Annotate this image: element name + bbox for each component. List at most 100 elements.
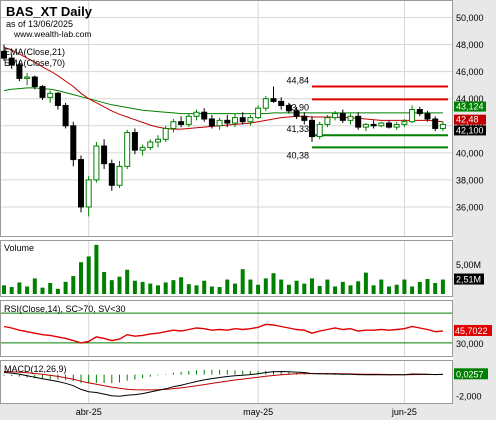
candle-body	[232, 117, 238, 124]
macd-line	[3, 370, 443, 397]
rsi-pane	[0, 300, 453, 357]
volume-bar	[156, 285, 160, 294]
candle-body	[262, 98, 269, 109]
volume-bar	[202, 280, 207, 294]
volume-bar	[363, 272, 368, 294]
candle-body	[255, 107, 262, 119]
candle-body	[393, 123, 400, 128]
volume-bar	[9, 287, 14, 294]
candle-body	[424, 113, 431, 120]
candle-body	[339, 113, 346, 121]
ema21-line	[3, 46, 443, 130]
volume-bar	[40, 287, 45, 294]
volume-bar	[79, 262, 83, 294]
volume-bar	[271, 273, 276, 294]
candle-body	[70, 125, 77, 161]
last-value-tag	[454, 125, 486, 136]
volume-bar	[417, 281, 422, 294]
macd-series	[3, 369, 444, 397]
volume-bar	[17, 282, 22, 294]
candle-body	[193, 111, 200, 117]
price-tick-label: 46,000	[456, 67, 484, 77]
volume-bar	[94, 244, 99, 294]
last-value-tag	[454, 114, 486, 125]
volume-bar	[209, 286, 214, 294]
price-axis: 50,00048,00046,00044,00042,00040,00038,0…	[454, 13, 492, 402]
volume-bar	[48, 283, 53, 294]
candle-body	[147, 141, 154, 148]
candle-body	[416, 109, 423, 115]
candle-body	[347, 115, 354, 121]
candle-body	[309, 119, 315, 138]
candle-body	[355, 115, 362, 128]
candle-body	[101, 145, 108, 165]
volume-bar	[132, 280, 137, 294]
candle-body	[324, 117, 331, 125]
candle-body	[185, 115, 192, 125]
volume-bar	[233, 283, 237, 294]
rsi-series	[1, 312, 452, 344]
candle-body	[293, 110, 300, 117]
level-label: 40,38	[286, 150, 309, 160]
volume-title: Volume	[4, 243, 34, 253]
time-tick-label: may-25	[243, 407, 273, 417]
volume-bar	[294, 280, 299, 294]
candle-body	[62, 104, 69, 127]
macd-pane	[0, 360, 453, 404]
last-value-label: 42,48	[456, 115, 479, 125]
ema70-line	[3, 87, 443, 115]
volume-bar	[194, 285, 199, 294]
candle-body	[16, 64, 23, 79]
volume-tick-label: 5,00M	[456, 260, 481, 270]
candle-body	[432, 118, 439, 129]
volume-bar	[179, 277, 184, 294]
candle-body	[301, 115, 308, 121]
volume-bar	[310, 278, 314, 294]
price-tick-label: 44,000	[456, 94, 484, 104]
as-of-date: as of 13/06/2025	[6, 19, 73, 29]
candle-body	[316, 123, 323, 138]
candle-body	[1, 50, 7, 59]
volume-bar	[410, 286, 415, 294]
candle-body	[386, 122, 392, 128]
rsi-last-label: 45,7022	[455, 326, 488, 336]
candle-body	[54, 92, 61, 106]
candle-body	[108, 163, 115, 186]
candle-body	[47, 92, 54, 98]
volume-bar	[333, 286, 338, 294]
candle-body	[439, 123, 446, 129]
candle-body	[208, 118, 215, 127]
volume-bar	[25, 286, 30, 294]
volume-bar	[317, 285, 322, 294]
volume-bar	[302, 283, 307, 294]
level-label: 44,84	[286, 76, 309, 86]
legend-ema21: EMA(Close,21)	[4, 47, 65, 57]
candles	[1, 44, 446, 217]
volume-bar	[356, 281, 361, 294]
volume-bar	[102, 272, 107, 294]
axis-background	[453, 0, 496, 404]
volume-bar	[171, 280, 176, 294]
volume-bar	[371, 285, 376, 294]
candle-body	[247, 117, 254, 123]
price-tick-label: 50,000	[456, 13, 484, 23]
volume-bar	[186, 284, 191, 294]
price-tick-label: 40,000	[456, 148, 484, 158]
candle-body	[239, 117, 246, 123]
volume-bar	[394, 284, 399, 294]
last-value-label: 42,100	[456, 125, 484, 135]
candle-body	[285, 104, 292, 112]
level-label: 43,90	[286, 102, 309, 112]
last-value-label: 43,124	[456, 102, 484, 112]
volume-bar	[63, 281, 68, 294]
candle-body	[131, 132, 138, 151]
site-url: www.wealth-lab.com	[13, 29, 91, 39]
xaxis-background	[0, 404, 496, 420]
macd-last-tag	[454, 368, 488, 380]
volume-bar	[340, 281, 345, 294]
volume-bar	[140, 281, 145, 294]
time-axis: abr-25 may-25 jun-25	[76, 407, 417, 417]
volume-bar	[148, 283, 153, 294]
price-tick-label: 38,000	[456, 175, 484, 185]
